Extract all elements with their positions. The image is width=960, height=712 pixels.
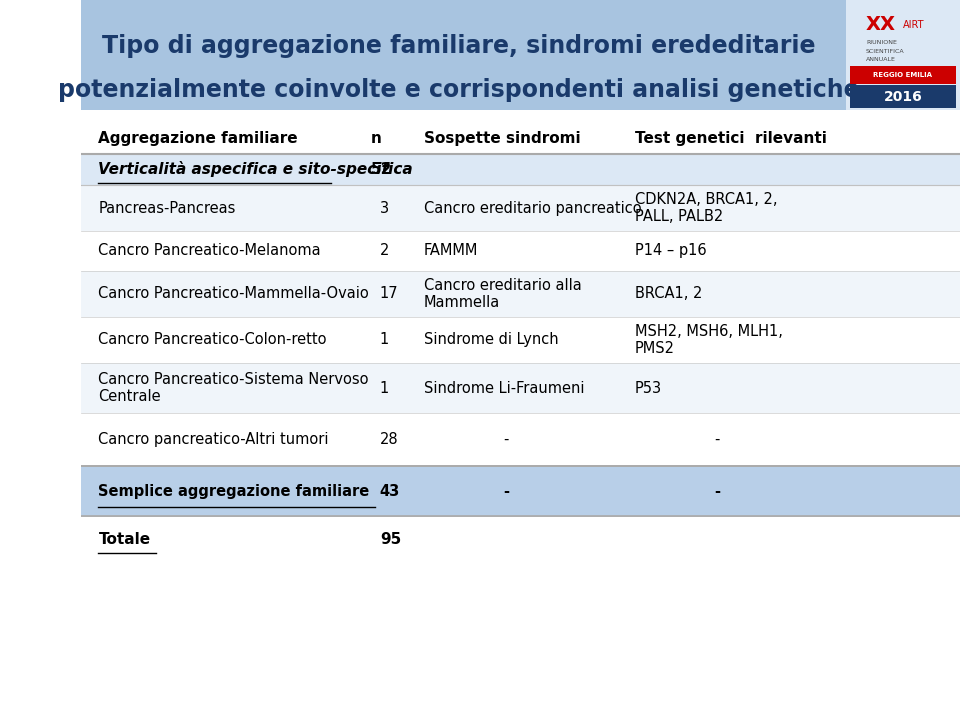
FancyBboxPatch shape xyxy=(81,516,960,562)
Text: Tipo di aggregazione familiare, sindromi erededitarie: Tipo di aggregazione familiare, sindromi… xyxy=(102,34,816,58)
Text: 28: 28 xyxy=(380,432,398,447)
Text: potenzialmente coinvolte e corrispondenti analisi genetiche: potenzialmente coinvolte e corrispondent… xyxy=(59,78,860,103)
Text: Semplice aggregazione familiare: Semplice aggregazione familiare xyxy=(99,483,370,499)
Text: Verticalità aspecifica e sito-specifica: Verticalità aspecifica e sito-specifica xyxy=(99,162,413,177)
Text: Test genetici  rilevanti: Test genetici rilevanti xyxy=(635,131,827,147)
Text: XX: XX xyxy=(866,16,896,34)
Text: -: - xyxy=(503,483,509,499)
Text: 2016: 2016 xyxy=(883,90,923,104)
Text: Aggregazione familiare: Aggregazione familiare xyxy=(99,131,299,147)
FancyBboxPatch shape xyxy=(81,413,960,466)
Text: Cancro pancreatico-Altri tumori: Cancro pancreatico-Altri tumori xyxy=(99,432,329,447)
Text: 2: 2 xyxy=(380,244,389,258)
Text: P53: P53 xyxy=(635,380,661,396)
Text: CDKN2A, BRCA1, 2,
PALL, PALB2: CDKN2A, BRCA1, 2, PALL, PALB2 xyxy=(635,192,778,224)
Text: Sospette sindromi: Sospette sindromi xyxy=(423,131,581,147)
Text: RIUNIONE: RIUNIONE xyxy=(866,40,897,46)
Text: -: - xyxy=(714,432,719,447)
FancyBboxPatch shape xyxy=(81,271,960,317)
Text: Totale: Totale xyxy=(99,532,151,547)
Text: 43: 43 xyxy=(380,483,400,499)
FancyBboxPatch shape xyxy=(81,0,846,110)
Text: 95: 95 xyxy=(380,532,401,547)
Text: -: - xyxy=(503,432,508,447)
Text: Sindrome di Lynch: Sindrome di Lynch xyxy=(423,333,559,347)
Text: Pancreas-Pancreas: Pancreas-Pancreas xyxy=(99,201,236,216)
Text: 1: 1 xyxy=(380,333,389,347)
Text: 3: 3 xyxy=(380,201,389,216)
FancyBboxPatch shape xyxy=(81,363,960,413)
Text: Cancro Pancreatico-Melanoma: Cancro Pancreatico-Melanoma xyxy=(99,244,321,258)
Text: MSH2, MSH6, MLH1,
PMS2: MSH2, MSH6, MLH1, PMS2 xyxy=(635,324,782,356)
Text: 52: 52 xyxy=(371,162,393,177)
FancyBboxPatch shape xyxy=(851,66,955,84)
Text: Cancro ereditario alla
Mammella: Cancro ereditario alla Mammella xyxy=(423,278,582,310)
Text: BRCA1, 2: BRCA1, 2 xyxy=(635,286,702,301)
Text: FAMMM: FAMMM xyxy=(423,244,478,258)
Text: Cancro Pancreatico-Sistema Nervoso
Centrale: Cancro Pancreatico-Sistema Nervoso Centr… xyxy=(99,372,369,404)
Text: -: - xyxy=(714,483,720,499)
Text: 17: 17 xyxy=(380,286,398,301)
FancyBboxPatch shape xyxy=(81,231,960,271)
Text: Sindrome Li-Fraumeni: Sindrome Li-Fraumeni xyxy=(423,380,585,396)
Text: Cancro Pancreatico-Mammella-Ovaio: Cancro Pancreatico-Mammella-Ovaio xyxy=(99,286,370,301)
FancyBboxPatch shape xyxy=(81,154,960,185)
Text: SCIENTIFICA: SCIENTIFICA xyxy=(866,48,904,54)
FancyBboxPatch shape xyxy=(851,85,955,108)
Text: n: n xyxy=(371,131,382,147)
FancyBboxPatch shape xyxy=(81,317,960,363)
Text: Cancro ereditario pancreatico: Cancro ereditario pancreatico xyxy=(423,201,641,216)
Text: Cancro Pancreatico-Colon-retto: Cancro Pancreatico-Colon-retto xyxy=(99,333,327,347)
FancyBboxPatch shape xyxy=(81,185,960,231)
Text: AIRT: AIRT xyxy=(902,20,924,30)
Text: ANNUALE: ANNUALE xyxy=(866,57,896,63)
Text: 1: 1 xyxy=(380,380,389,396)
Text: P14 – p16: P14 – p16 xyxy=(635,244,707,258)
Text: REGGIO EMILIA: REGGIO EMILIA xyxy=(874,72,932,78)
FancyBboxPatch shape xyxy=(81,466,960,516)
FancyBboxPatch shape xyxy=(846,0,960,110)
